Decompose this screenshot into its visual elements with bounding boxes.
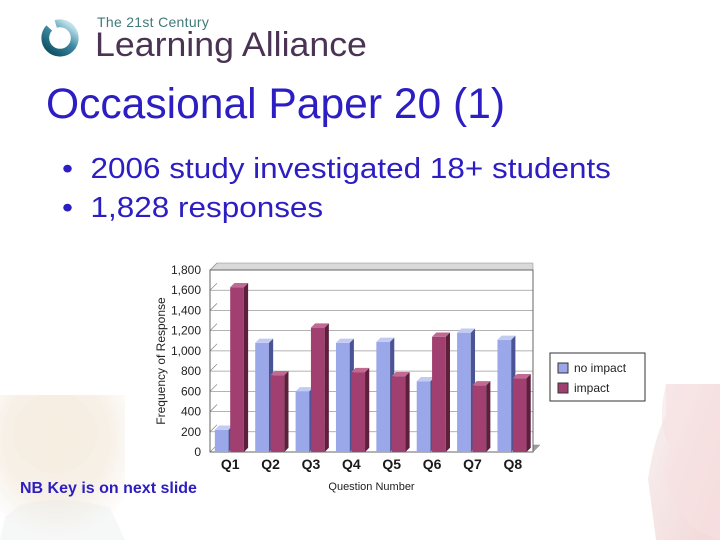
svg-text:0: 0: [194, 445, 201, 459]
svg-text:Q7: Q7: [463, 456, 482, 472]
svg-text:Q8: Q8: [503, 456, 522, 472]
svg-text:Q1: Q1: [221, 456, 240, 472]
svg-text:800: 800: [181, 364, 201, 378]
svg-text:1,000: 1,000: [171, 344, 201, 358]
svg-text:Q2: Q2: [261, 456, 280, 472]
svg-text:1,800: 1,800: [171, 263, 201, 277]
svg-text:Q6: Q6: [423, 456, 442, 472]
svg-text:impact: impact: [574, 381, 610, 395]
svg-text:600: 600: [181, 384, 201, 398]
svg-text:400: 400: [181, 405, 201, 419]
svg-text:Frequency of Response: Frequency of Response: [154, 297, 168, 425]
svg-text:1,600: 1,600: [171, 283, 201, 297]
svg-text:Q5: Q5: [382, 456, 401, 472]
svg-text:200: 200: [181, 425, 201, 439]
svg-text:1,200: 1,200: [171, 324, 201, 338]
svg-text:Question Number: Question Number: [328, 481, 415, 493]
svg-text:no impact: no impact: [574, 361, 627, 375]
svg-text:Q4: Q4: [342, 456, 361, 472]
svg-text:Q3: Q3: [302, 456, 321, 472]
svg-text:1,400: 1,400: [171, 303, 201, 317]
